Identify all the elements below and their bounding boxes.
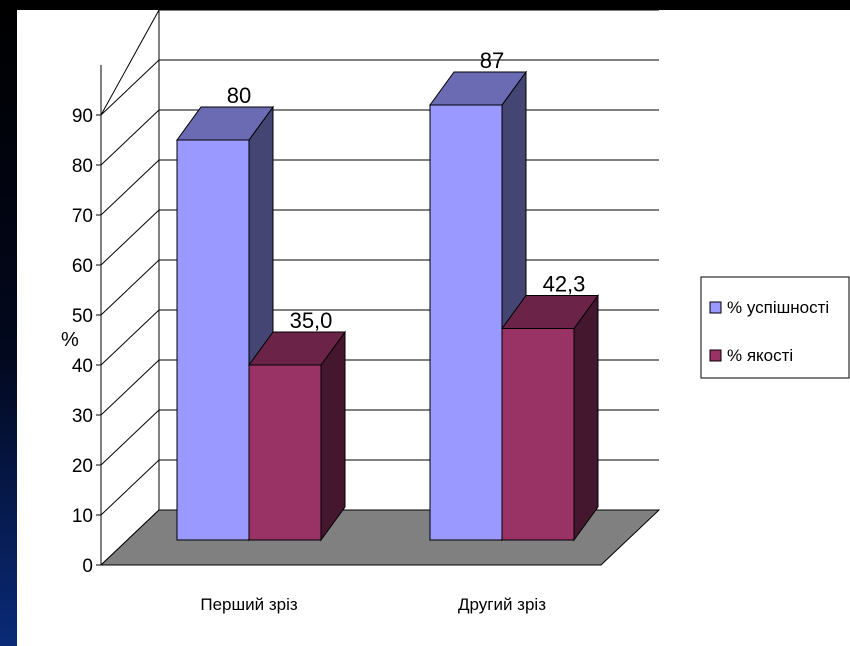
side-wall-gridline [100, 309, 160, 366]
side-wall-gridline [100, 59, 160, 116]
legend-label: % якості [727, 346, 793, 365]
chart-slide: 80 35,0 87 42,3 Перший зріз Другий зріз 0 10 20… [17, 10, 850, 646]
y-tick-label: 0 [82, 556, 93, 577]
side-wall-gridline [100, 109, 160, 166]
legend-swatch [709, 301, 722, 314]
data-label: 80 [227, 83, 251, 108]
side-wall-gridline [100, 259, 160, 316]
y-tick-label: 90 [72, 106, 93, 127]
y-tick-label: 50 [72, 306, 93, 327]
y-tick-label: 80 [72, 156, 93, 177]
y-tick-label: 10 [72, 506, 93, 527]
legend-swatch [709, 349, 722, 362]
chart-legend: % успішності % якості [700, 276, 850, 379]
side-wall-gridline [100, 459, 160, 516]
value-axis: Перший зріз Другий зріз 0 10 20 30 40 50 60 70 80 9… [72, 65, 601, 614]
side-wall-gridline [100, 159, 160, 216]
x-tick-label: Другий зріз [458, 595, 546, 614]
bar [501, 293, 599, 542]
side-wall-gridline [100, 10, 160, 116]
bar-front [176, 139, 250, 541]
side-wall-gridline [100, 409, 160, 466]
legend-label: % успішності [727, 298, 829, 317]
side-wall-gridline [100, 359, 160, 416]
data-label: 35,0 [290, 308, 333, 333]
chart-bars [176, 70, 599, 542]
y-tick-label: 40 [72, 356, 93, 377]
side-wall-gridline [100, 209, 160, 266]
data-labels: 80 35,0 87 42,3 [227, 48, 586, 333]
y-axis-label: % [61, 329, 79, 351]
bar-chart-3d: 80 35,0 87 42,3 Перший зріз Другий зріз 0 10 20… [61, 10, 850, 614]
bar-front [248, 364, 322, 541]
y-tick-label: 70 [72, 206, 93, 227]
y-tick-label: 60 [72, 256, 93, 277]
data-label: 87 [480, 48, 504, 73]
y-tick-label: 20 [72, 456, 93, 477]
bar-front [501, 328, 575, 541]
data-label: 42,3 [543, 272, 586, 297]
bar [248, 330, 346, 542]
bar-front [429, 104, 503, 541]
legend-box [700, 276, 850, 379]
x-tick-label: Перший зріз [200, 595, 298, 614]
bar-side [573, 293, 599, 542]
bar-side [320, 330, 346, 542]
y-tick-label: 30 [72, 406, 93, 427]
